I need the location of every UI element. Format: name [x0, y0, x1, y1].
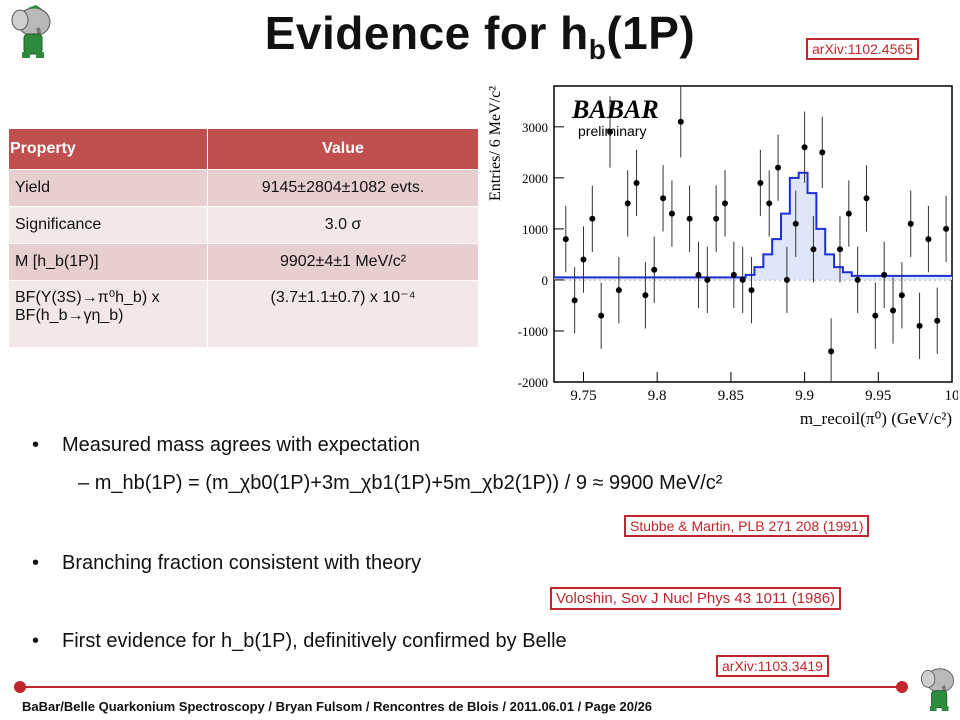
data-point — [783, 276, 790, 283]
data-point — [704, 276, 711, 283]
data-point — [819, 149, 826, 156]
plot-frame — [553, 85, 953, 383]
table-cell: (3.7±1.1±0.7) x 10⁻⁴ — [207, 280, 479, 348]
data-point — [721, 200, 728, 207]
data-point — [872, 312, 879, 319]
data-point — [943, 225, 950, 232]
data-point — [686, 215, 693, 222]
data-point — [757, 179, 764, 186]
data-point — [792, 220, 799, 227]
data-point — [730, 271, 737, 278]
table-row: Significance 3.0 σ — [8, 206, 479, 244]
data-point — [713, 215, 720, 222]
y-tick-label: 1000 — [522, 222, 548, 237]
data-point — [571, 297, 578, 304]
x-tick-label: 9.9 — [795, 388, 814, 404]
reference-stubbe: Stubbe & Martin, PLB 271 208 (1991) — [624, 515, 870, 537]
footer-rule — [18, 686, 900, 688]
x-tick-label: 9.75 — [570, 388, 596, 404]
data-point — [898, 292, 905, 299]
elephant-mascot-icon — [11, 5, 51, 58]
data-point — [660, 195, 667, 202]
footer-rule-dot — [14, 681, 26, 693]
fit-line — [554, 171, 952, 279]
recoil-mass-chart: 9.75 9.8 9.85 9.9 9.95 10 -2000 -1000 0 1000 2000 3… — [487, 85, 959, 428]
table-cell: 9902±4±1 MeV/c² — [207, 243, 479, 281]
data-point — [739, 276, 746, 283]
data-point — [624, 200, 631, 207]
babar-logo: BABAR — [571, 95, 659, 124]
footer-rule-dot — [896, 681, 908, 693]
elephant-mascot-icon — [920, 668, 954, 711]
bullet-dot: • — [32, 552, 40, 574]
y-tick-label: 3000 — [522, 120, 548, 135]
formula-line: – m_hb(1P) = (m_χb0(1P)+3m_χb1(1P)+5m_χb… — [78, 472, 723, 494]
logo-subtitle: preliminary — [578, 123, 646, 139]
data-point — [642, 292, 649, 299]
x-tick-label: 9.8 — [648, 388, 667, 404]
data-point — [890, 307, 897, 314]
x-tick-label: 9.85 — [718, 388, 744, 404]
x-tick-label: 9.95 — [865, 388, 891, 404]
table-header: Value — [207, 128, 479, 170]
x-axis-label: m_recoil(π⁰) (GeV/c²) — [800, 409, 952, 428]
data-point — [836, 246, 843, 253]
bullet-branching: • Branching fraction consistent with theo… — [32, 552, 422, 574]
y-tick-label: -2000 — [518, 375, 548, 390]
data-point — [766, 200, 773, 207]
table-cell: Significance — [8, 206, 208, 244]
bullet-dot: • — [32, 630, 40, 652]
data-point — [668, 210, 675, 217]
page-title: Evidence for hb(1P) — [264, 7, 696, 66]
bullet-dot: • — [32, 434, 40, 456]
table-cell: 3.0 σ — [207, 206, 479, 244]
data-point — [677, 118, 684, 125]
data-point — [651, 266, 658, 273]
data-point — [828, 348, 835, 355]
table-cell: BF(Υ(3S)→π⁰h_b) x BF(h_b→γη_b) — [8, 280, 208, 348]
data-point — [801, 144, 808, 151]
data-point — [810, 246, 817, 253]
y-tick-label: 2000 — [522, 171, 548, 186]
table-row: M [h_b(1P)] 9902±4±1 MeV/c² — [8, 243, 479, 281]
y-axis-label: Entries/ 6 MeV/c² — [487, 86, 504, 201]
data-point — [580, 256, 587, 263]
property-table: Property Value Yield 9145±2804±1082 evts… — [8, 128, 479, 348]
data-point — [695, 271, 702, 278]
table-header: Property — [8, 128, 208, 170]
data-point — [925, 236, 932, 243]
reference-voloshin: Voloshin, Sov J Nucl Phys 43 1011 (1986) — [550, 587, 842, 610]
table-row: Yield 9145±2804±1082 evts. — [8, 169, 479, 207]
data-point — [854, 276, 861, 283]
table-row: BF(Υ(3S)→π⁰h_b) x BF(h_b→γη_b) (3.7±1.1±… — [8, 280, 479, 348]
bullet-evidence: • First evidence for h_b(1P), definitivel… — [32, 630, 567, 652]
table-cell: Yield — [8, 169, 208, 207]
reference-arxiv-top: arXiv:1102.4565 — [806, 38, 919, 60]
bullet-mass: • Measured mass agrees with expectation — [32, 434, 420, 456]
x-tick-label: 10 — [945, 388, 959, 404]
footer-text: BaBar/Belle Quarkonium Spectroscopy / Br… — [22, 699, 653, 714]
data-point — [934, 317, 941, 324]
data-point — [607, 128, 614, 135]
table-cell: M [h_b(1P)] — [8, 243, 208, 281]
table-cell: 9145±2804±1082 evts. — [207, 169, 479, 207]
data-point — [863, 195, 870, 202]
reference-arxiv-bottom: arXiv:1103.3419 — [716, 655, 829, 677]
y-tick-label: 0 — [542, 273, 549, 288]
data-point — [775, 164, 782, 171]
data-point — [633, 179, 640, 186]
data-point — [845, 210, 852, 217]
data-point — [562, 236, 569, 243]
table-header-row: Property Value — [8, 128, 479, 170]
data-point — [881, 271, 888, 278]
data-point — [907, 220, 914, 227]
y-tick-label: -1000 — [518, 324, 548, 339]
data-point — [615, 287, 622, 294]
data-point — [916, 322, 923, 329]
data-point — [589, 215, 596, 222]
data-point — [598, 312, 605, 319]
data-point — [748, 287, 755, 294]
